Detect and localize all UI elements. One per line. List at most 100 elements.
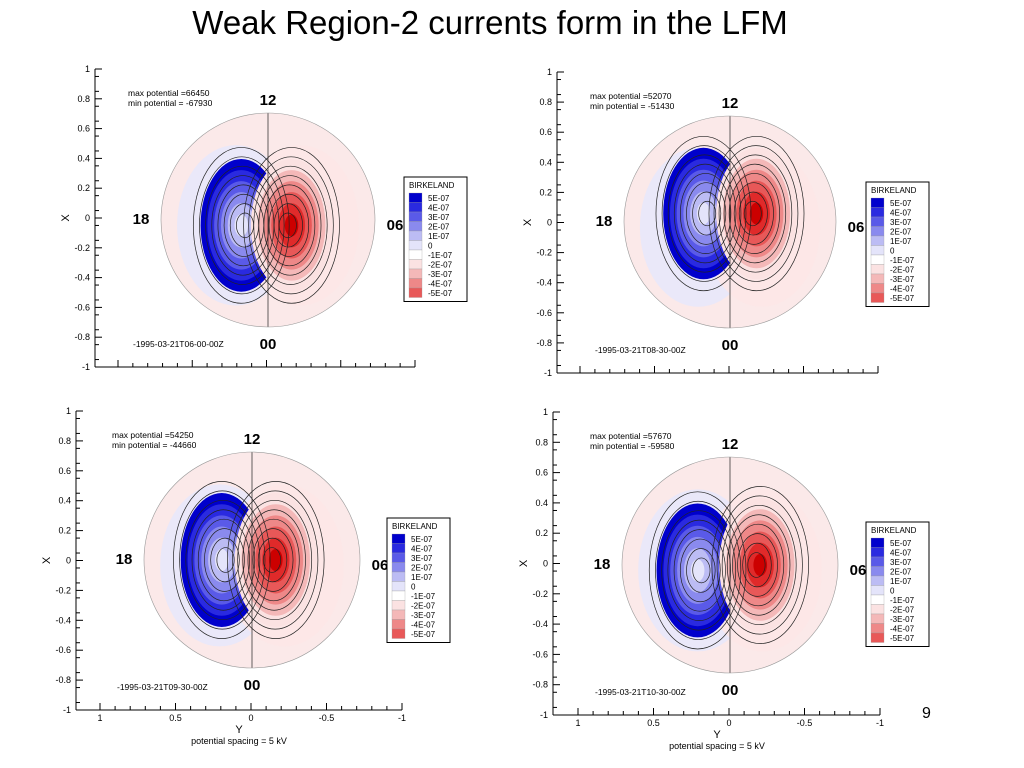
downward-current-level: [696, 202, 711, 225]
legend-level-label: 3E-07: [428, 213, 450, 222]
legend-level-label: -2E-07: [428, 261, 453, 270]
x-tick-label: -0.5: [319, 713, 335, 723]
potential-contour: [747, 552, 766, 578]
potential-contour: [227, 481, 325, 639]
mlt-label-06: 06: [848, 219, 865, 236]
page-number: 9: [922, 705, 931, 722]
legend-level-label: 5E-07: [428, 194, 450, 203]
polar-map-boundary: [621, 456, 839, 674]
y-tick-label: 0.2: [535, 528, 548, 538]
x-tick-label: 1: [97, 713, 102, 723]
potential-contour: [686, 548, 716, 593]
mlt-label-18: 18: [116, 551, 133, 568]
legend-title: BIRKELAND: [871, 186, 917, 195]
y-axis-label: X: [41, 556, 53, 564]
y-tick-label: -0.6: [532, 649, 548, 659]
x-tick-label: -1: [876, 718, 884, 728]
legend-level-label: -5E-07: [890, 634, 915, 643]
legend-swatch: [870, 632, 885, 643]
y-tick-label: 0.6: [77, 124, 90, 134]
legend-level-label: 2E-07: [890, 568, 912, 577]
x-tick-label: 0: [726, 718, 731, 728]
y-tick-label: 0.4: [58, 496, 71, 506]
legend-swatch: [870, 613, 885, 624]
potential-contour: [655, 135, 752, 292]
polar-map: [144, 452, 360, 668]
potential-contour: [718, 154, 793, 273]
potential-contour: [648, 491, 747, 650]
potential-contour: [738, 191, 768, 236]
mlt-label-12: 12: [722, 436, 739, 453]
legend-swatch: [870, 623, 885, 634]
potential-contour: [192, 147, 290, 304]
legend-swatch: [870, 547, 885, 558]
potential-contour: [711, 486, 809, 644]
legend-swatch: [870, 292, 885, 303]
min-potential-label: min potential = -59580: [590, 441, 675, 451]
potential-contour: [211, 175, 275, 276]
legend-level-label: 3E-07: [411, 554, 433, 563]
y-tick-label: -0.8: [532, 680, 548, 690]
potential-contour: [661, 145, 747, 282]
legend-level-label: 0: [890, 247, 895, 256]
birkeland-legend: BIRKELAND 5E-074E-073E-072E-071E-070-1E-0…: [386, 517, 451, 643]
potential-contour: [673, 163, 737, 264]
mlt-label-18: 18: [594, 556, 611, 573]
y-tick-label: -0.4: [55, 615, 71, 625]
potential-contour: [742, 542, 772, 588]
legend-level-label: -5E-07: [411, 630, 436, 639]
legend-level-label: 5E-07: [890, 539, 912, 548]
y-tick-label: -0.4: [74, 273, 90, 283]
y-tick-label: 0: [66, 556, 71, 566]
potential-contour: [253, 165, 328, 285]
legend-level-label: 1E-07: [411, 573, 433, 582]
legend-level-label: -4E-07: [890, 625, 915, 634]
legend-title: BIRKELAND: [871, 526, 917, 535]
legend-swatch: [391, 628, 406, 639]
y-tick-label: -0.2: [55, 585, 71, 595]
legend-swatch: [870, 566, 885, 577]
potential-contour: [205, 165, 280, 285]
mlt-label-12: 12: [260, 92, 277, 109]
legend-level-label: 4E-07: [890, 549, 912, 558]
potential-contour: [197, 518, 250, 602]
max-potential-label: max potential =54250: [112, 430, 194, 440]
potential-contour: [262, 547, 281, 573]
potential-contour: [243, 147, 340, 304]
y-tick-label: -1: [540, 710, 548, 720]
potential-contour: [667, 154, 742, 273]
x-tick-label: 0.5: [647, 718, 660, 728]
y-tick-label: -0.8: [74, 332, 90, 342]
legend-swatch: [870, 575, 885, 586]
timestamp-label: -1995-03-21T10-30-00Z: [595, 687, 686, 697]
potential-contour: [217, 184, 270, 267]
mlt-label-18: 18: [596, 213, 613, 230]
potential-contour: [179, 490, 266, 630]
potential-spacing-note: potential spacing = 5 kV: [669, 741, 765, 751]
y-tick-label: 0.6: [539, 127, 552, 137]
legend-level-label: -3E-07: [890, 275, 915, 284]
birkeland-legend: BIRKELAND 5E-074E-073E-072E-071E-070-1E-0…: [865, 181, 930, 307]
y-tick-label: -0.2: [74, 243, 90, 253]
polar-map-boundary: [623, 115, 837, 329]
max-potential-label: max potential =66450: [128, 88, 210, 98]
legend-swatch: [870, 556, 885, 567]
max-potential-label: max potential =57670: [590, 431, 672, 441]
y-tick-label: 0: [85, 213, 90, 223]
legend-level-label: 2E-07: [890, 228, 912, 237]
legend-title: BIRKELAND: [409, 181, 455, 190]
polar-map: [161, 113, 375, 327]
legend-title: BIRKELAND: [392, 522, 438, 531]
legend-level-label: -2E-07: [890, 606, 915, 615]
y-tick-label: -0.2: [532, 589, 548, 599]
potential-contour: [673, 529, 726, 612]
legend-level-label: 1E-07: [428, 232, 450, 241]
y-tick-label: 0.8: [535, 437, 548, 447]
upward-current-level: [268, 548, 283, 572]
polar-map-boundary: [160, 112, 376, 328]
mlt-label-00: 00: [722, 337, 739, 354]
upward-current-level: [284, 214, 299, 237]
potential-contour: [686, 182, 727, 245]
